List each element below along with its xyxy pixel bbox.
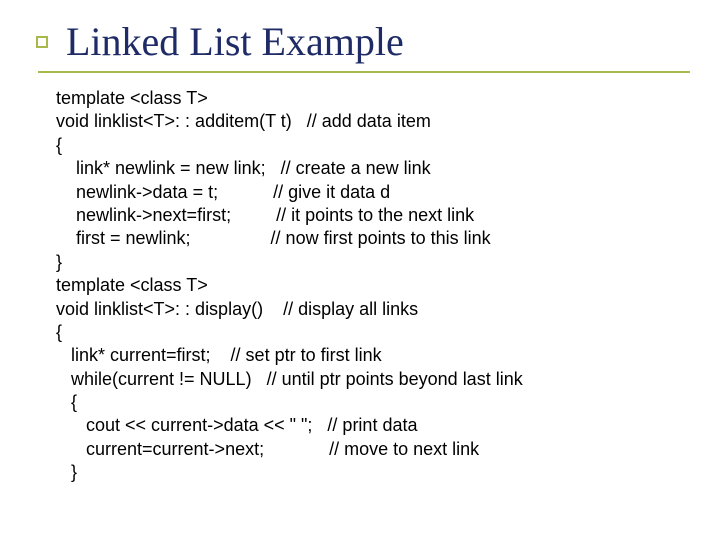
code-line: current=current->next; // move to next l… xyxy=(56,438,690,461)
code-line: void linklist<T>: : additem(T t) // add … xyxy=(56,110,690,133)
code-line: { xyxy=(56,391,690,414)
code-line: first = newlink; // now first points to … xyxy=(56,227,690,250)
title-underline xyxy=(38,71,690,73)
code-line: newlink->data = t; // give it data d xyxy=(56,181,690,204)
code-line: template <class T> xyxy=(56,87,690,110)
slide-title: Linked List Example xyxy=(66,18,404,65)
code-block: template <class T>void linklist<T>: : ad… xyxy=(0,87,720,485)
code-line: cout << current->data << " "; // print d… xyxy=(56,414,690,437)
code-line: link* newlink = new link; // create a ne… xyxy=(56,157,690,180)
code-line: newlink->next=first; // it points to the… xyxy=(56,204,690,227)
code-line: { xyxy=(56,134,690,157)
title-row: Linked List Example xyxy=(0,18,720,65)
slide: Linked List Example template <class T>vo… xyxy=(0,0,720,540)
code-line: while(current != NULL) // until ptr poin… xyxy=(56,368,690,391)
code-line: } xyxy=(56,251,690,274)
code-line: void linklist<T>: : display() // display… xyxy=(56,298,690,321)
code-line: { xyxy=(56,321,690,344)
title-bullet-icon xyxy=(36,36,48,48)
code-line: link* current=first; // set ptr to first… xyxy=(56,344,690,367)
code-line: template <class T> xyxy=(56,274,690,297)
code-line: } xyxy=(56,461,690,484)
